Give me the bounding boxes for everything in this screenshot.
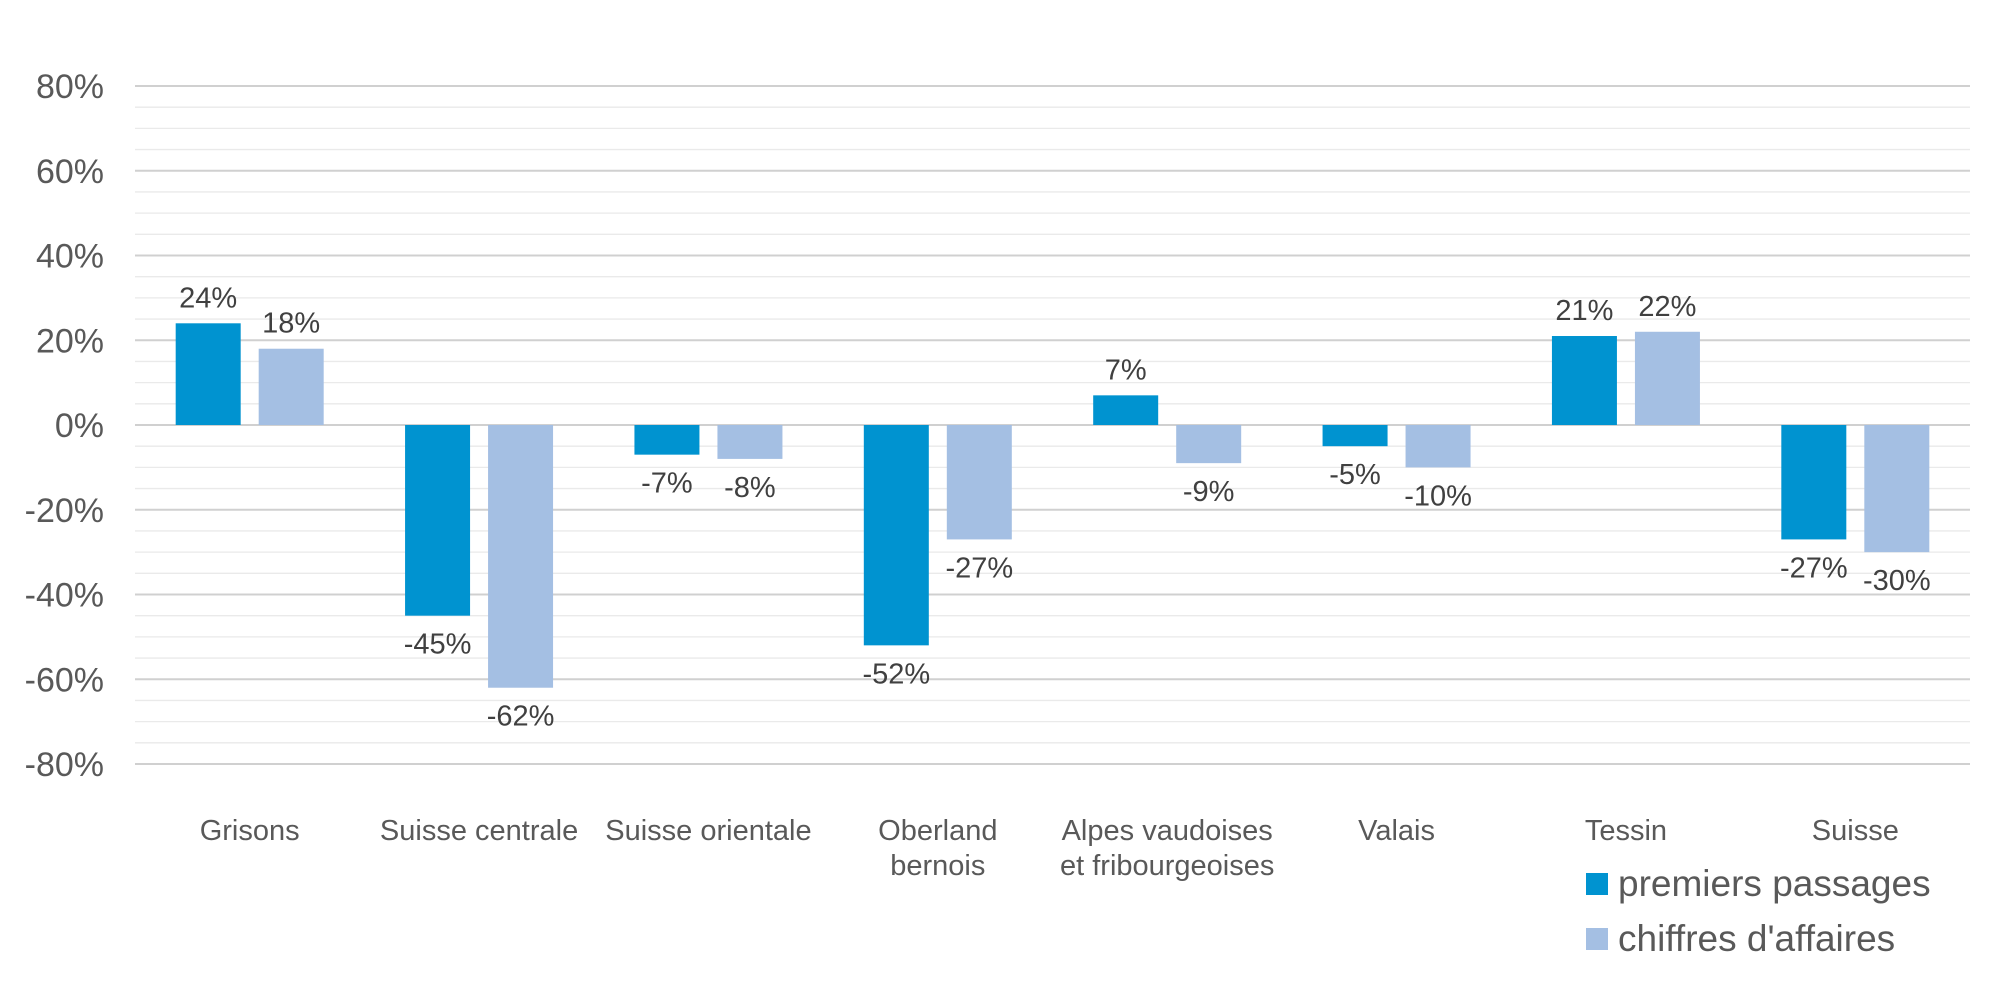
- y-tick-label: 60%: [36, 153, 104, 191]
- y-tick-label: 20%: [36, 322, 104, 360]
- data-label: -52%: [862, 658, 930, 690]
- data-label: 18%: [262, 308, 320, 340]
- y-tick-label: -40%: [25, 577, 104, 615]
- bar-premiers-passages: [1781, 425, 1847, 540]
- bars: [175, 323, 1930, 688]
- category-label: bernois: [890, 850, 985, 882]
- data-label: -10%: [1404, 480, 1472, 512]
- data-label: 22%: [1638, 291, 1696, 323]
- bar-premiers-passages: [405, 425, 471, 616]
- data-label: 7%: [1105, 354, 1147, 386]
- data-label: -8%: [724, 472, 776, 504]
- y-tick-label: 80%: [36, 68, 104, 106]
- bar-premiers-passages: [1551, 336, 1617, 425]
- data-label: -7%: [641, 468, 693, 500]
- y-tick-label: -80%: [25, 746, 104, 784]
- category-label: Suisse orientale: [605, 815, 811, 847]
- category-label: Suisse centrale: [380, 815, 578, 847]
- bar-chiffres-affaires: [946, 425, 1012, 540]
- data-labels: 24% -45% -7% -52% 7% -5% 21% -27% 18% -62% -8% -27%…: [179, 282, 1931, 732]
- bar-chiffres-affaires: [1405, 425, 1471, 468]
- y-tick-label: 40%: [36, 238, 104, 276]
- bar-chiffres-affaires: [1864, 425, 1930, 553]
- data-label: -45%: [404, 629, 472, 661]
- bar-premiers-passages: [1322, 425, 1388, 447]
- data-label: -27%: [945, 552, 1013, 584]
- data-label: -62%: [487, 701, 555, 733]
- bar-chiffres-affaires: [1634, 331, 1700, 425]
- bar-chiffres-affaires: [717, 425, 783, 459]
- y-tick-label: -60%: [25, 661, 104, 699]
- data-label: 24%: [179, 282, 237, 314]
- data-label: -9%: [1183, 476, 1235, 508]
- y-tick-label: -20%: [25, 492, 104, 530]
- bar-chiffres-affaires: [488, 425, 554, 688]
- bar-chiffres-affaires: [258, 348, 324, 425]
- bar-premiers-passages: [863, 425, 929, 646]
- category-label: et fribourgeoises: [1060, 850, 1274, 882]
- category-labels: Grisons Suisse centrale Suisse orientale Ob…: [200, 815, 1899, 882]
- legend-label: premiers passages: [1618, 863, 1931, 904]
- data-label: 21%: [1555, 295, 1613, 327]
- bar-premiers-passages: [175, 323, 241, 425]
- category-label: Oberland: [878, 815, 997, 847]
- bar-premiers-passages: [634, 425, 700, 455]
- data-label: -27%: [1780, 552, 1848, 584]
- category-label: Grisons: [200, 815, 300, 847]
- legend-swatch: [1586, 873, 1608, 895]
- legend-swatch: [1586, 928, 1608, 950]
- category-label: Tessin: [1585, 815, 1667, 847]
- bar-chiffres-affaires: [1176, 425, 1242, 464]
- category-label: Suisse: [1812, 815, 1899, 847]
- legend: premiers passages chiffres d'affaires: [1586, 863, 1931, 959]
- data-label: -5%: [1329, 459, 1381, 491]
- category-label: Valais: [1358, 815, 1435, 847]
- legend-label: chiffres d'affaires: [1618, 918, 1895, 959]
- y-axis-tick-labels: 80% 60% 40% 20% 0% -20% -40% -60% -80%: [25, 68, 104, 784]
- data-label: -30%: [1863, 565, 1931, 597]
- bar-premiers-passages: [1093, 395, 1159, 425]
- category-label: Alpes vaudoises: [1062, 815, 1273, 847]
- y-tick-label: 0%: [55, 407, 104, 445]
